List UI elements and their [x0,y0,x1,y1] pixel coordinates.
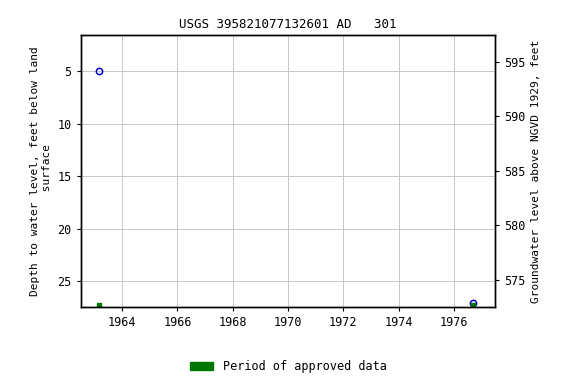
Legend: Period of approved data: Period of approved data [185,355,391,377]
Y-axis label: Groundwater level above NGVD 1929, feet: Groundwater level above NGVD 1929, feet [531,39,541,303]
Title: USGS 395821077132601 AD   301: USGS 395821077132601 AD 301 [179,18,397,31]
Y-axis label: Depth to water level, feet below land
 surface: Depth to water level, feet below land su… [30,46,52,296]
